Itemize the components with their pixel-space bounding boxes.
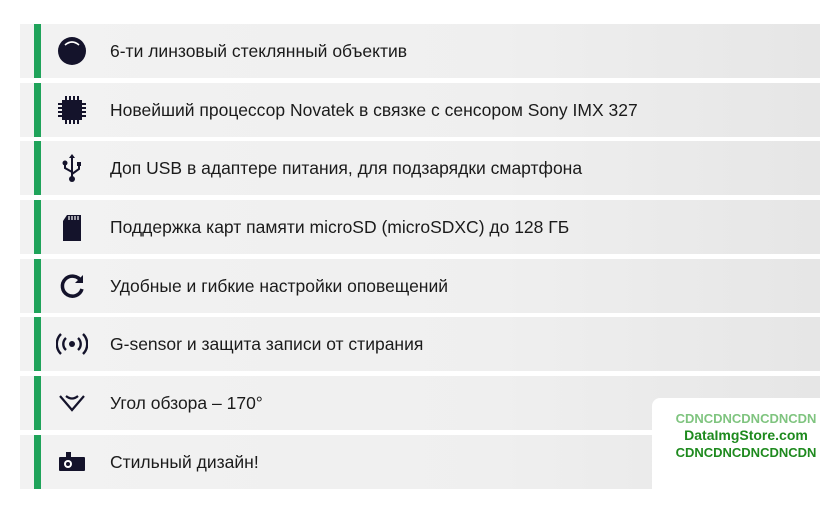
lens-icon <box>56 35 88 67</box>
feature-text: Поддержка карт памяти microSD (microSDXC… <box>110 217 570 238</box>
watermark-line: CDNCDNCDNCDNCDN <box>675 411 817 426</box>
accent-bar <box>34 24 41 78</box>
view-angle-icon <box>56 387 88 419</box>
accent-bar <box>34 376 41 431</box>
feature-item: 6-ти линзовый стеклянный объектив <box>20 24 820 78</box>
sd-card-icon <box>56 211 88 243</box>
feature-text: 6-ти линзовый стеклянный объектив <box>110 41 408 61</box>
feature-item: G-sensor и защита записи от стирания <box>20 317 820 372</box>
refresh-icon <box>56 270 88 302</box>
accent-bar <box>34 141 41 196</box>
feature-text: G-sensor и защита записи от стирания <box>110 334 424 355</box>
feature-text: Новейший процессор Novatek в связке с се… <box>110 99 638 120</box>
accent-bar <box>34 317 41 372</box>
g-sensor-icon <box>56 328 88 360</box>
feature-item: Поддержка карт памяти microSD (microSDXC… <box>20 200 820 255</box>
accent-bar <box>34 82 41 137</box>
accent-bar <box>34 200 41 255</box>
feature-item: Удобные и гибкие настройки оповещений <box>20 258 820 313</box>
dashcam-icon <box>56 446 88 478</box>
feature-text: Стильный дизайн! <box>110 451 259 472</box>
feature-text: Доп USB в адаптере питания, для подзаряд… <box>110 158 583 179</box>
feature-text: Удобные и гибкие настройки оповещений <box>110 275 449 296</box>
processor-chip-icon <box>56 94 88 126</box>
accent-bar <box>34 434 41 489</box>
watermark-line: DataImgStore.com <box>684 427 808 443</box>
watermark-line: CDNCDNCDNCDNCDN <box>675 445 817 460</box>
feature-item: Доп USB в адаптере питания, для подзаряд… <box>20 141 820 196</box>
feature-text: Угол обзора – 170° <box>110 393 263 414</box>
usb-icon <box>56 152 88 184</box>
accent-bar <box>34 258 41 313</box>
feature-item: Новейший процессор Novatek в связке с се… <box>20 82 820 137</box>
feature-list: 6-ти линзовый стеклянный объектив Новейш… <box>20 24 820 494</box>
watermark: CDNCDNCDNCDNCDN DataImgStore.com CDNCDNC… <box>652 398 840 490</box>
